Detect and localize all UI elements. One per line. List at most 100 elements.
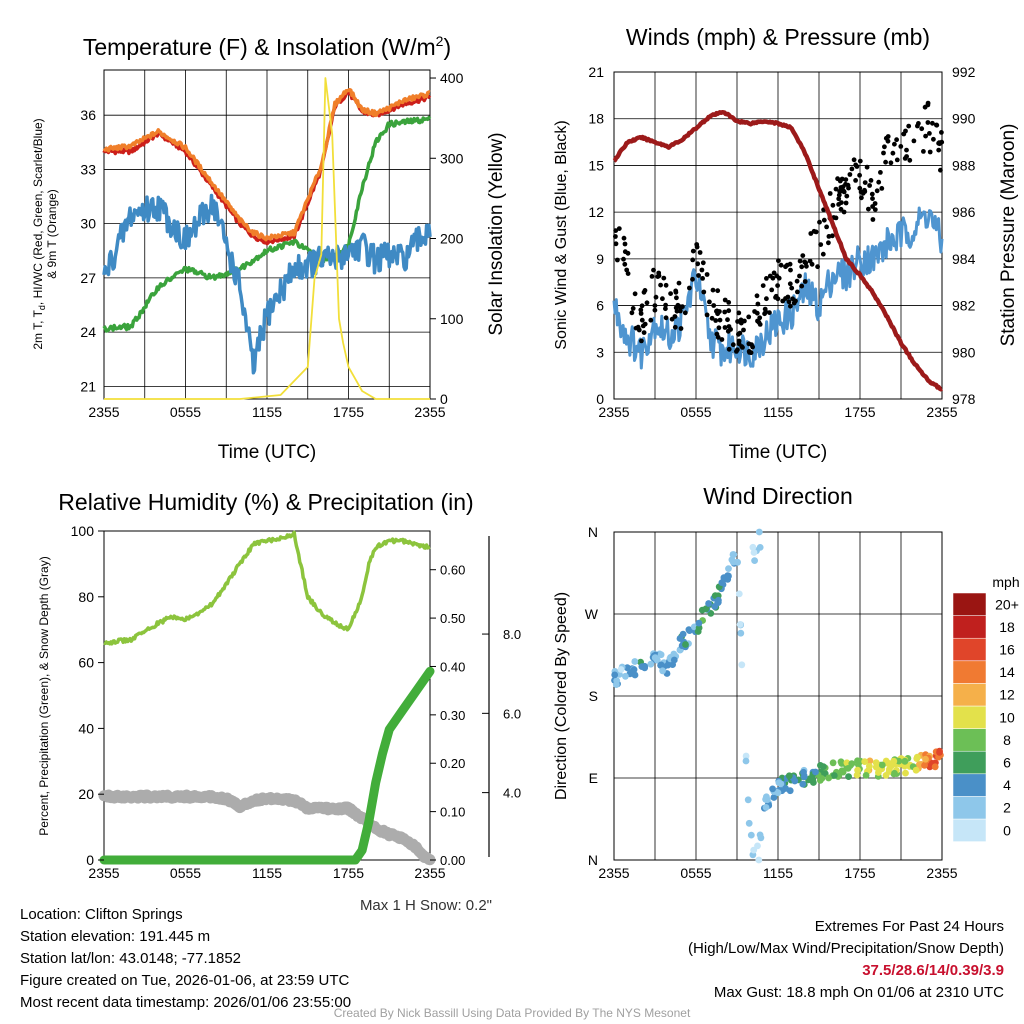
- x-tick-label: 2355: [926, 865, 957, 881]
- gust-point: [925, 120, 931, 125]
- winds-ylabel: Sonic Wind & Gust (Blue, Black): [553, 120, 570, 349]
- gust-point: [730, 342, 736, 348]
- gust-point: [704, 312, 710, 318]
- gust-point: [726, 308, 732, 314]
- gust-point: [847, 172, 853, 177]
- gust-point: [725, 317, 730, 323]
- direction-point: [866, 757, 874, 765]
- gust-point: [615, 257, 620, 263]
- gust-point: [820, 251, 826, 257]
- gust-point: [800, 253, 806, 258]
- direction-point: [725, 572, 732, 580]
- direction-point: [844, 765, 852, 772]
- y-tick-label: E: [589, 770, 598, 786]
- gust-point: [673, 289, 679, 295]
- gust-point: [843, 177, 849, 183]
- x-tick-label: 1155: [763, 404, 793, 420]
- direction-point: [622, 672, 629, 680]
- gust-point: [701, 289, 707, 295]
- gust-point: [783, 264, 788, 270]
- y3-tick-label: 4.0: [503, 786, 521, 801]
- direction-point: [728, 556, 736, 564]
- gust-point: [778, 262, 784, 268]
- y-tick-label: 6: [596, 298, 604, 314]
- winds-xlabel: Time (UTC): [729, 442, 828, 463]
- gust-point: [639, 338, 644, 344]
- gust-point: [725, 328, 731, 334]
- gust-point: [672, 324, 678, 330]
- winds-title: Winds (mph) & Pressure (mb): [626, 24, 930, 50]
- gust-point: [881, 150, 886, 156]
- gust-point: [849, 166, 855, 172]
- direction-point: [763, 796, 771, 804]
- gust-point: [815, 264, 820, 270]
- colorbar-label: 0: [1003, 822, 1011, 838]
- colorbar-label: 10: [999, 709, 1015, 725]
- gust-point: [663, 315, 669, 321]
- colorbar-swatch: [952, 728, 987, 752]
- y2-tick-label: 300: [440, 150, 464, 166]
- gust-point: [883, 159, 888, 165]
- gust-point: [841, 188, 847, 194]
- temperature-panel: Temperature (F) & Insolation (W/m2) 2355…: [31, 33, 507, 463]
- gust-point: [830, 202, 836, 208]
- gust-point: [811, 228, 817, 234]
- gust-point: [795, 289, 800, 295]
- direction-point: [890, 757, 898, 765]
- y2-tick-label: 0.40: [440, 659, 465, 674]
- direction-point: [915, 761, 923, 768]
- gust-point: [760, 283, 766, 288]
- direction-point: [912, 766, 920, 774]
- gust-point: [853, 178, 858, 183]
- gust-point: [640, 323, 646, 329]
- gust-point: [869, 191, 875, 197]
- x-tick-label: 1755: [844, 404, 875, 420]
- gust-point: [836, 192, 842, 198]
- temperature-ylabel: 2m T, Td, HI/WC (Red, Green, Scarlet/Blu…: [31, 118, 47, 349]
- gust-point: [864, 164, 870, 170]
- y2-tick-label: 200: [440, 231, 464, 247]
- gust-point: [775, 296, 781, 302]
- gust-point: [874, 188, 880, 194]
- gust-point: [770, 275, 776, 281]
- humidity-title: Relative Humidity (%) & Precipitation (i…: [58, 489, 473, 515]
- gust-point: [630, 306, 636, 311]
- direction-point: [775, 779, 783, 786]
- max-gust: Max Gust: 18.8 mph On 01/06 at 2310 UTC: [713, 984, 1004, 1001]
- gust-point: [931, 136, 936, 142]
- y2-tick-label: 992: [952, 64, 976, 80]
- station-location: Location: Clifton Springs: [20, 906, 183, 923]
- gust-point: [771, 270, 777, 276]
- gust-point: [722, 325, 728, 330]
- series-line-precipitation: [99, 666, 435, 865]
- direction-point: [848, 760, 856, 768]
- extremes-values: 37.5/28.6/14/0.39/3.9: [862, 962, 1004, 979]
- gust-point: [711, 303, 717, 308]
- station-elevation: Station elevation: 191.445 m: [20, 928, 211, 945]
- direction-point: [756, 831, 764, 839]
- x-tick-label: 2355: [414, 865, 445, 881]
- gust-point: [748, 350, 754, 356]
- figure-created: Figure created on Tue, 2026-01-06, at 23…: [20, 972, 350, 989]
- direction-point: [785, 772, 793, 780]
- x-tick-label: 0555: [170, 865, 201, 881]
- gust-point: [888, 160, 894, 166]
- gust-point: [794, 278, 800, 284]
- gust-point: [717, 317, 723, 323]
- y-tick-label: 80: [78, 589, 94, 605]
- gust-point: [663, 302, 668, 308]
- gust-point: [775, 283, 780, 288]
- y-tick-label: 27: [80, 270, 96, 286]
- x-tick-label: 2355: [598, 404, 629, 420]
- gust-point: [697, 250, 703, 255]
- gust-point: [641, 289, 647, 295]
- gust-point: [836, 196, 842, 202]
- gust-point: [652, 307, 658, 313]
- direction-point: [913, 753, 921, 761]
- gust-point: [919, 126, 925, 132]
- direction-point: [837, 758, 845, 766]
- direction-point: [750, 549, 758, 556]
- colorbar-label: 8: [1003, 732, 1011, 748]
- x-tick-label: 1755: [333, 404, 364, 420]
- y2-tick-label: 0.20: [440, 756, 465, 771]
